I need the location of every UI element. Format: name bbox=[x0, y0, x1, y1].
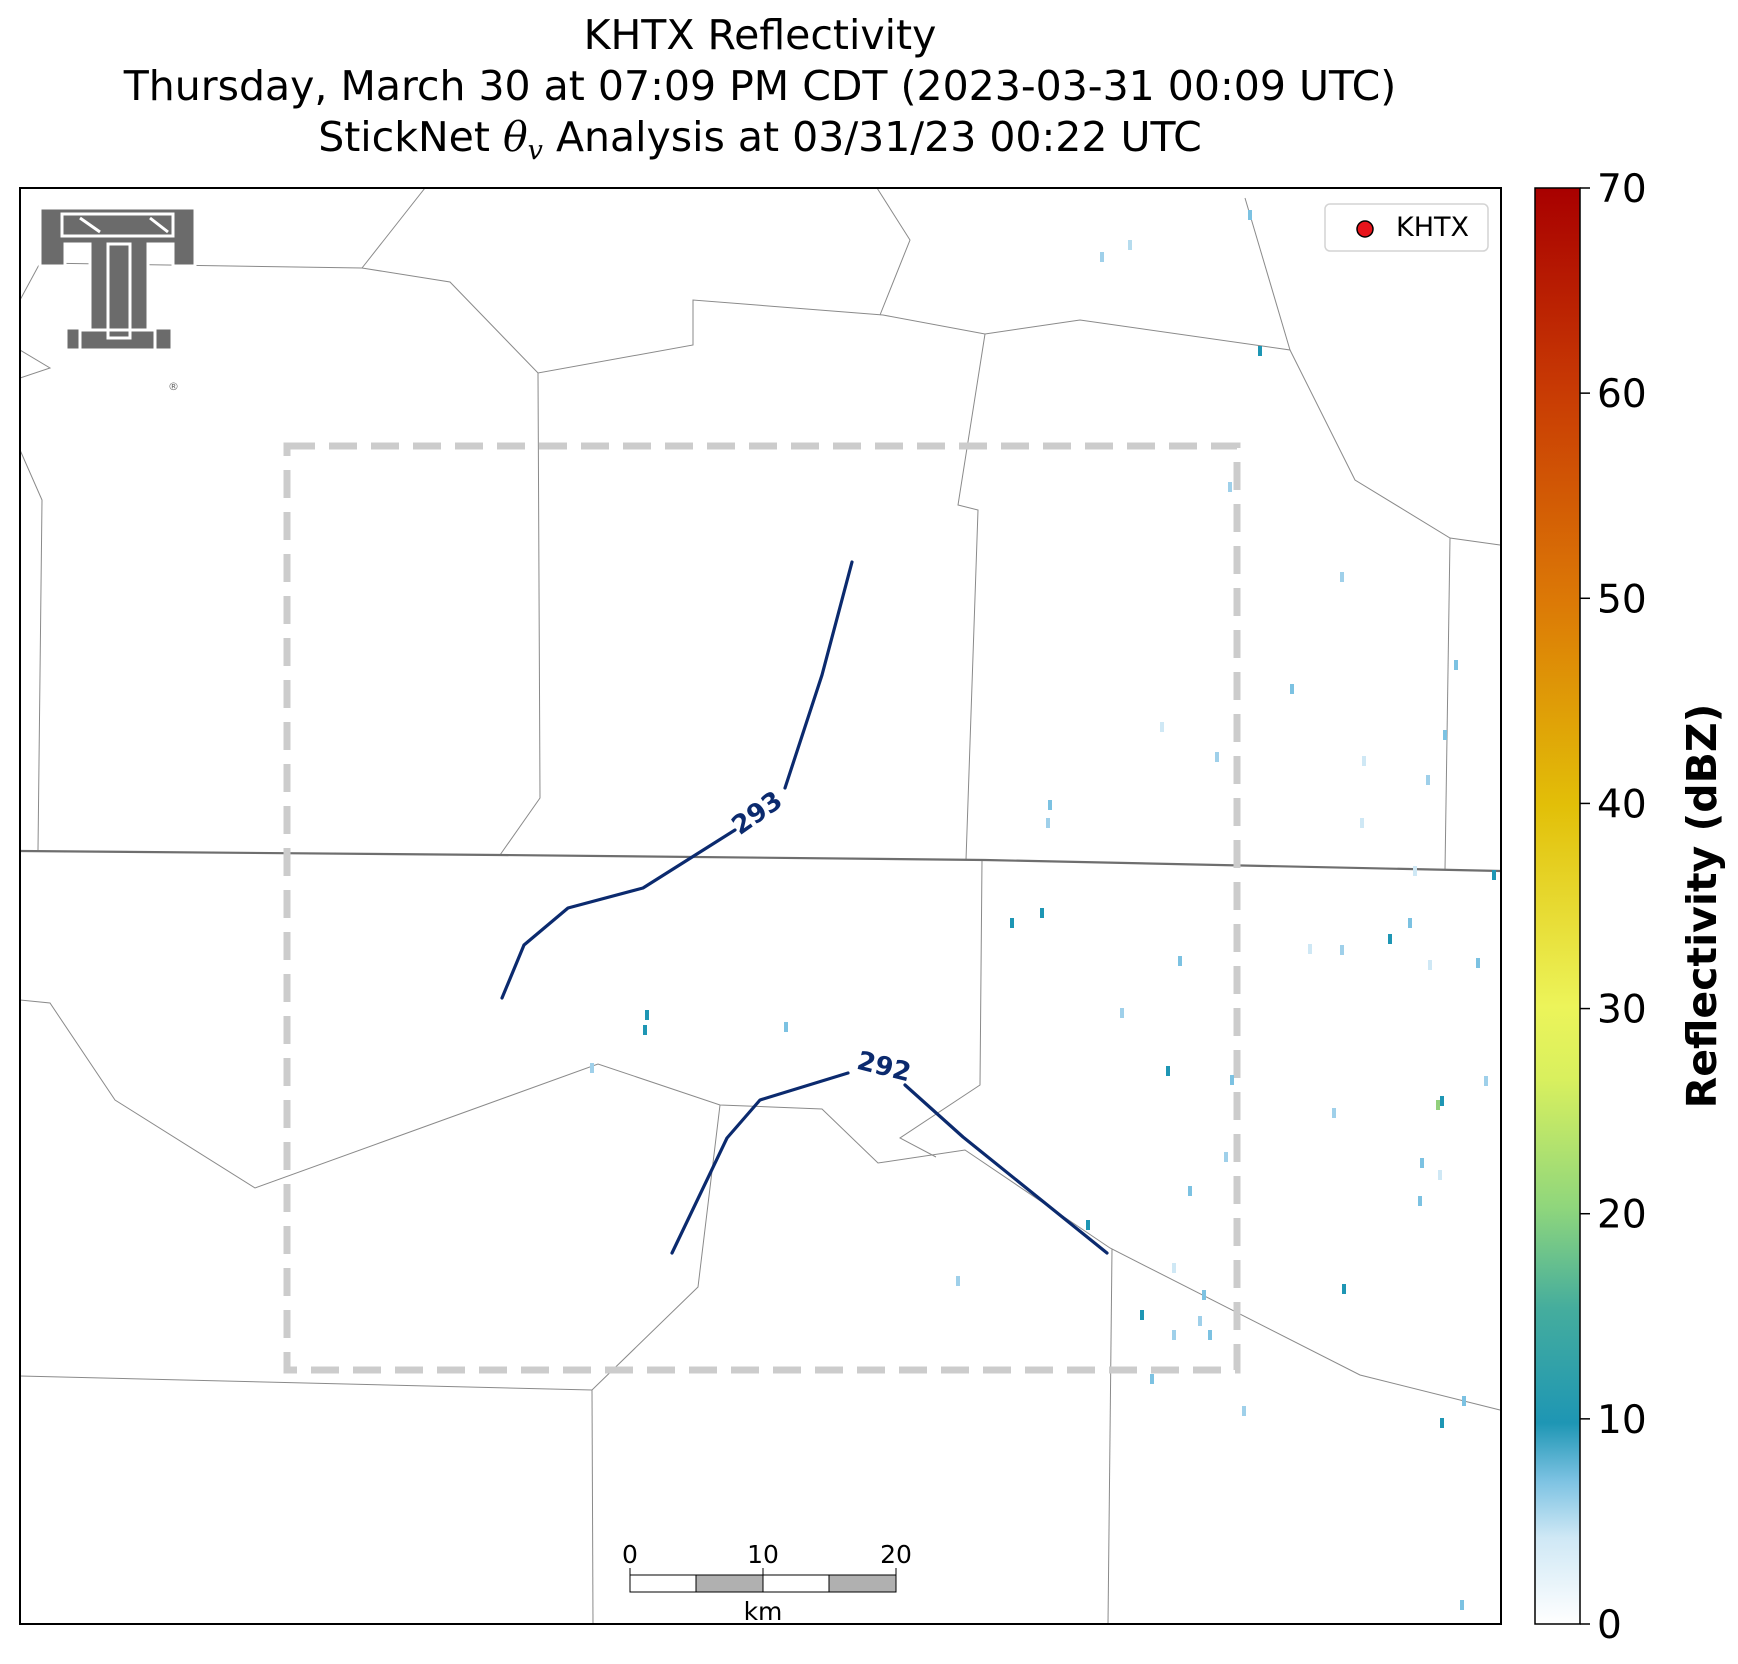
echo-speck bbox=[1462, 1396, 1466, 1406]
echo-speck bbox=[1242, 1406, 1246, 1416]
echo-speck bbox=[1100, 252, 1104, 262]
echo-speck bbox=[1188, 1186, 1192, 1196]
echo-speck bbox=[1230, 1075, 1234, 1085]
colorbar: 0 10 20 30 40 50 60 70 Reflectivity (dBZ) bbox=[1534, 167, 1726, 1648]
echo-speck bbox=[1340, 572, 1344, 582]
echo-speck bbox=[1388, 934, 1392, 944]
echo-speck bbox=[645, 1010, 649, 1020]
echo-speck bbox=[1224, 1152, 1228, 1162]
echo-speck bbox=[1426, 775, 1430, 785]
echo-speck bbox=[1460, 1600, 1464, 1610]
echo-speck bbox=[1048, 800, 1052, 810]
echo-speck bbox=[1440, 1418, 1444, 1428]
echo-speck bbox=[1198, 1316, 1202, 1326]
state-border bbox=[20, 849, 1501, 873]
echo-speck bbox=[1128, 240, 1132, 250]
echo-speck bbox=[1360, 818, 1364, 828]
echo-speck bbox=[1150, 1374, 1154, 1384]
echo-speck bbox=[1308, 944, 1312, 954]
echo-speck bbox=[1248, 210, 1252, 220]
title-datetime: Thursday, March 30 at 07:09 PM CDT (2023… bbox=[123, 62, 1397, 110]
echo-speck bbox=[784, 1022, 788, 1032]
county-borders bbox=[20, 188, 1501, 1624]
colorbar-ramp bbox=[1534, 187, 1581, 1625]
echo-speck bbox=[1290, 684, 1294, 694]
echo-speck bbox=[1413, 866, 1417, 876]
echo-speck bbox=[1443, 730, 1447, 740]
echo-speck bbox=[1228, 482, 1232, 492]
colorbar-tick-label: 10 bbox=[1597, 1398, 1647, 1443]
colorbar-tick-label: 40 bbox=[1597, 782, 1647, 827]
echo-speck bbox=[1086, 1220, 1090, 1230]
title-analysis: StickNet θv Analysis at 03/31/23 00:22 U… bbox=[318, 113, 1202, 166]
echo-speck bbox=[1408, 918, 1412, 928]
echo-speck bbox=[643, 1025, 647, 1035]
echo-speck bbox=[590, 1063, 594, 1073]
echo-speck bbox=[1332, 1108, 1336, 1118]
contour-292-left bbox=[670, 1071, 850, 1255]
echo-speck bbox=[1342, 1284, 1346, 1294]
scale-tick-0: 0 bbox=[622, 1540, 638, 1569]
echo-speck bbox=[1440, 1096, 1444, 1106]
logo-registered-mark: ® bbox=[168, 380, 179, 393]
echo-speck bbox=[1178, 956, 1182, 966]
echo-speck bbox=[1040, 908, 1044, 918]
echo-speck bbox=[1208, 1330, 1212, 1340]
scale-tick-20: 20 bbox=[880, 1540, 912, 1569]
figure-title: KHTX Reflectivity Thursday, March 30 at … bbox=[0, 10, 1520, 176]
echo-speck bbox=[1484, 1076, 1488, 1086]
echo-speck bbox=[1340, 945, 1344, 955]
echo-speck bbox=[1010, 918, 1014, 928]
scale-unit: km bbox=[744, 1597, 783, 1626]
echo-speck bbox=[1420, 1158, 1424, 1168]
echo-speck bbox=[1418, 1196, 1422, 1206]
colorbar-label: Reflectivity (dBZ) bbox=[1678, 704, 1726, 1109]
echo-speck bbox=[1120, 1008, 1124, 1018]
theta-v-contours bbox=[500, 560, 1109, 1255]
echo-speck bbox=[1362, 756, 1366, 766]
legend-label-khtx: KHTX bbox=[1396, 212, 1469, 243]
scale-bar: 0 10 20 km bbox=[622, 1540, 912, 1626]
echo-speck bbox=[1215, 752, 1219, 762]
contour-292-right bbox=[903, 1083, 1109, 1255]
colorbar-tick-label: 30 bbox=[1597, 988, 1647, 1033]
echo-speck bbox=[956, 1276, 960, 1286]
colorbar-tick-label: 60 bbox=[1597, 372, 1647, 417]
echo-speck bbox=[1140, 1310, 1144, 1320]
echo-speck bbox=[1166, 1066, 1170, 1076]
scale-tick-10: 10 bbox=[747, 1540, 779, 1569]
echo-speck bbox=[1258, 346, 1262, 356]
contour-293-lower bbox=[500, 828, 737, 1000]
map-frame bbox=[19, 187, 1502, 1625]
colorbar-tick-label: 50 bbox=[1597, 577, 1647, 622]
echo-speck bbox=[1428, 960, 1432, 970]
echo-speck bbox=[1160, 722, 1164, 732]
analysis-domain-box bbox=[283, 442, 1241, 1374]
echo-speck bbox=[1046, 818, 1050, 828]
texas-tech-logo: ® bbox=[38, 206, 197, 393]
echo-speck bbox=[1476, 958, 1480, 968]
echo-speck bbox=[1172, 1330, 1176, 1340]
echo-speck bbox=[1172, 1263, 1176, 1273]
echo-speck bbox=[1436, 1100, 1440, 1110]
colorbar-tick-label: 0 bbox=[1597, 1603, 1622, 1648]
colorbar-ticks: 0 10 20 30 40 50 60 70 bbox=[1580, 167, 1647, 1648]
colorbar-tick-label: 70 bbox=[1597, 167, 1647, 212]
title-radar: KHTX Reflectivity bbox=[583, 11, 937, 59]
khtx-marker bbox=[1356, 220, 1374, 238]
echo-speck bbox=[1438, 1170, 1442, 1180]
contour-label-292: 292 bbox=[854, 1046, 914, 1088]
echo-speck bbox=[1492, 870, 1496, 880]
contour-293-upper bbox=[783, 560, 854, 790]
contour-label-293: 293 bbox=[727, 786, 789, 842]
reflectivity-echoes bbox=[590, 210, 1501, 1610]
colorbar-tick-label: 20 bbox=[1597, 1193, 1647, 1238]
legend: KHTX bbox=[1324, 203, 1489, 252]
echo-speck bbox=[1454, 660, 1458, 670]
echo-speck bbox=[1202, 1290, 1206, 1300]
